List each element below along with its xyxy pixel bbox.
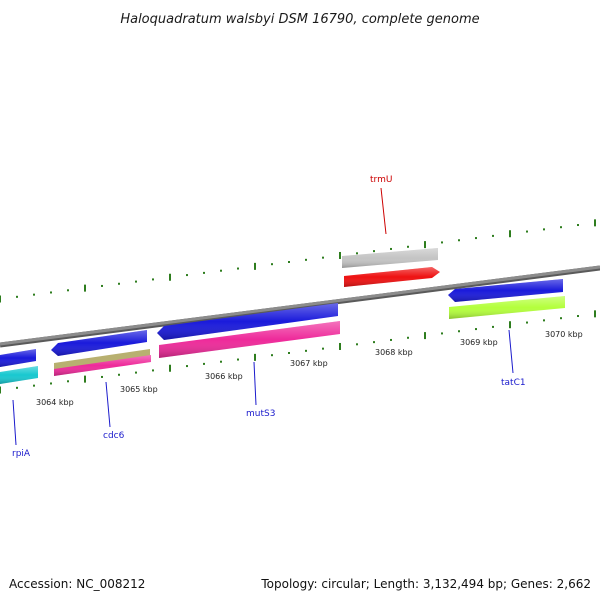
tick-label: 3067 kbp bbox=[290, 359, 328, 368]
gene-arrow-trmU[interactable] bbox=[344, 267, 440, 287]
tick-label: 3068 kbp bbox=[375, 348, 413, 357]
gene-label-mutS3[interactable]: mutS3 bbox=[246, 409, 275, 419]
tick-label: 3070 kbp bbox=[545, 330, 583, 339]
tick-label: 3069 kbp bbox=[460, 338, 498, 347]
gene-arrow-cdc6[interactable] bbox=[54, 355, 151, 376]
gene-arrow-grey[interactable] bbox=[342, 248, 438, 268]
tick-label-group: 3064 kbp 3065 kbp 3066 kbp 3067 kbp 3068… bbox=[36, 330, 583, 407]
lower-tick-row bbox=[0, 310, 596, 394]
gene-arrow-blue-3[interactable] bbox=[157, 303, 338, 340]
callout-line-mutS3 bbox=[253, 361, 257, 406]
genome-summary-text: Topology: circular; Length: 3,132,494 bp… bbox=[261, 577, 591, 591]
gene-label-rpiA[interactable]: rpiA bbox=[12, 449, 31, 459]
gene-label-trmU[interactable]: trmU bbox=[370, 175, 392, 185]
gene-arrow-rpiA[interactable] bbox=[0, 366, 38, 384]
tick-label: 3065 kbp bbox=[120, 385, 158, 394]
gene-arrow-mutS3[interactable] bbox=[159, 321, 340, 358]
gene-label-cdc6[interactable]: cdc6 bbox=[103, 431, 125, 441]
gene-arrow-blue-1[interactable] bbox=[0, 349, 36, 367]
callout-line-tatC1 bbox=[508, 329, 514, 374]
tick-label: 3066 kbp bbox=[205, 372, 243, 381]
gene-label-tatC1[interactable]: tatC1 bbox=[501, 378, 526, 388]
gene-callouts: trmU rpiA cdc6 mutS3 tatC1 bbox=[12, 175, 526, 459]
gene-arrow-olive[interactable] bbox=[54, 349, 150, 370]
map-title: Haloquadratum walsbyi DSM 16790, complet… bbox=[120, 12, 479, 27]
genome-backbone bbox=[0, 265, 600, 346]
tick-label: 3064 kbp bbox=[36, 398, 74, 407]
gene-arrow-tatC1[interactable] bbox=[449, 296, 565, 319]
upper-tick-row bbox=[0, 219, 596, 303]
accession-text: Accession: NC_008212 bbox=[9, 577, 146, 591]
gene-arrow-blue-2[interactable] bbox=[51, 330, 147, 356]
gene-arrow-blue-4[interactable] bbox=[448, 279, 563, 302]
callout-line-cdc6 bbox=[105, 381, 111, 428]
gene-features bbox=[0, 248, 565, 384]
callout-line-trmU bbox=[380, 187, 387, 235]
callout-line-rpiA bbox=[12, 399, 17, 446]
